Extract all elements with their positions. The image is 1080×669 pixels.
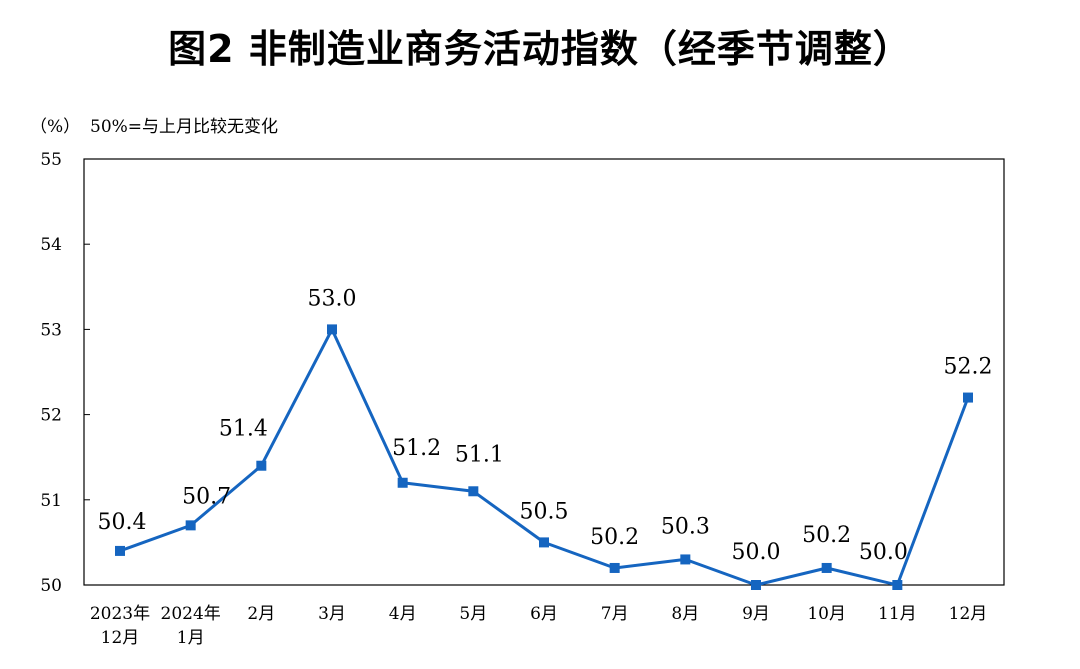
x-tick-label: 2024年 — [161, 604, 221, 624]
data-label: 50.3 — [661, 514, 710, 539]
y-tick-label: 50 — [40, 576, 62, 596]
chart-title: 图2 非制造业商务活动指数（经季节调整） — [168, 27, 912, 71]
data-point — [609, 562, 620, 573]
plot-frame — [83, 158, 1005, 586]
data-label: 52.2 — [944, 355, 993, 380]
y-tick-label: 54 — [40, 235, 62, 255]
baseline-note: 50%=与上月比较无变化 — [90, 117, 279, 137]
x-tick-label: 9月 — [742, 604, 770, 624]
y-axis: 50 51 52 53 54 55 — [40, 150, 90, 596]
data-label: 50.0 — [859, 540, 908, 565]
data-label: 50.5 — [520, 499, 569, 524]
data-label: 50.2 — [802, 523, 851, 548]
series-markers — [115, 324, 973, 590]
data-point — [115, 545, 125, 556]
data-point — [468, 486, 479, 497]
x-tick-label: 1月 — [177, 628, 205, 648]
data-labels: 50.4 50.7 51.4 53.0 51.2 51.1 50.5 50.2 50.3 50.0… — [98, 286, 993, 565]
x-tick-label: 10月 — [807, 604, 846, 624]
x-tick-label: 2023年 — [90, 604, 150, 624]
data-label: 50.4 — [98, 510, 147, 535]
y-tick-label: 53 — [40, 320, 62, 340]
x-tick-label: 12月 — [949, 604, 988, 624]
data-label: 53.0 — [308, 286, 357, 311]
data-point — [397, 477, 408, 488]
data-label: 50.7 — [182, 484, 231, 509]
x-tick-label: 6月 — [530, 604, 558, 624]
data-point — [892, 580, 903, 590]
data-label: 51.1 — [455, 442, 504, 467]
data-point — [539, 537, 549, 548]
y-unit-label: （%） — [30, 117, 81, 137]
x-tick-label: 3月 — [318, 604, 346, 624]
x-tick-label: 11月 — [878, 604, 917, 624]
data-label: 50.2 — [590, 525, 639, 550]
y-tick-label: 55 — [40, 150, 62, 170]
x-tick-label: 2月 — [247, 604, 275, 624]
data-point — [821, 562, 832, 573]
data-label: 51.2 — [392, 436, 441, 461]
data-point — [963, 392, 973, 403]
data-point — [256, 460, 267, 471]
data-point — [185, 520, 196, 531]
data-point — [327, 324, 337, 335]
x-tick-label: 5月 — [459, 604, 487, 624]
x-tick-label: 12月 — [101, 628, 140, 648]
data-point — [680, 554, 691, 565]
x-tick-label: 8月 — [671, 604, 699, 624]
x-tick-label: 4月 — [389, 604, 417, 624]
data-label: 50.0 — [732, 540, 781, 565]
data-label: 51.4 — [219, 417, 268, 442]
y-tick-label: 52 — [40, 406, 62, 426]
x-tick-label: 7月 — [601, 604, 629, 624]
y-tick-label: 51 — [40, 491, 62, 511]
data-point — [751, 580, 761, 590]
x-axis: 2023年 12月 2024年 1月 2月 3月 4月 5月 6月 7月 8月 9月 10月 11月 12月 — [90, 604, 987, 648]
